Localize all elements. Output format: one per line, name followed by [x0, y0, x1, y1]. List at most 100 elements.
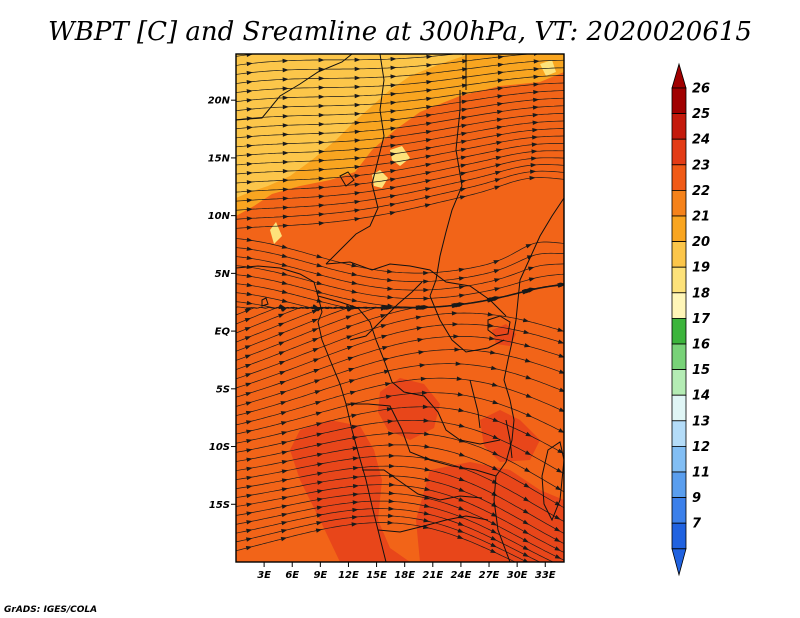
streamline-arrowhead	[390, 109, 397, 114]
streamline-arrowhead	[246, 511, 253, 516]
streamline-arrowhead	[557, 283, 564, 288]
colorbar-label: 19	[692, 261, 710, 276]
streamline-arrowhead	[531, 149, 538, 154]
streamline-arrowhead	[388, 482, 396, 487]
colorbar-label: 24	[692, 133, 710, 148]
streamline-arrowhead	[495, 148, 503, 153]
streamline-arrowhead	[426, 113, 433, 118]
streamline-arrowhead	[423, 431, 431, 437]
streamline-arrowhead	[425, 154, 432, 159]
streamline-arrowhead	[316, 254, 323, 259]
streamline-arrowhead	[523, 496, 530, 502]
streamline-arrowhead	[488, 323, 495, 328]
streamline-arrowhead	[522, 529, 529, 535]
border-south-2	[362, 469, 483, 501]
streamline-arrowhead	[318, 57, 325, 63]
streamline-arrowhead	[316, 513, 323, 518]
streamline-arrowhead	[246, 528, 253, 534]
region-pale-patch-1	[372, 170, 388, 188]
streamline-arrowhead	[522, 508, 530, 514]
streamline-arrowhead	[461, 115, 468, 121]
streamline-arrowhead	[530, 163, 537, 168]
streamline-arrowhead	[316, 298, 323, 303]
streamline-arrowhead	[425, 162, 432, 168]
streamline-arrowhead	[457, 528, 464, 533]
streamline-arrowhead	[556, 467, 563, 473]
streamline-arrowhead	[424, 467, 431, 472]
streamline-arrowhead	[282, 178, 289, 183]
colorbar-swatch	[671, 471, 687, 499]
streamline-arrowhead	[246, 180, 253, 185]
streamline-arrowhead	[279, 371, 286, 376]
streamline-arrowhead	[457, 521, 465, 526]
streamline-arrowhead	[461, 107, 468, 113]
streamline-arrowhead	[524, 343, 531, 348]
streamline-arrowhead	[316, 280, 323, 286]
streamline-arrowhead	[497, 62, 504, 68]
streamline-arrowhead	[352, 483, 360, 489]
streamline-arrowhead	[354, 164, 361, 170]
streamline-arrowhead	[282, 67, 289, 73]
border-central-3	[349, 281, 423, 341]
lat-tick-label: EQ	[215, 327, 231, 338]
streamline-arrowhead	[426, 96, 433, 102]
colorbar-swatch	[671, 343, 687, 371]
streamline-arrowhead	[387, 513, 395, 519]
streamline-arrowhead	[318, 76, 325, 81]
streamline-arrowhead	[311, 309, 319, 314]
streamline-arrowhead	[281, 298, 289, 303]
grads-credit: GrADS: IGES/COLA	[4, 605, 97, 615]
border-central-2	[317, 295, 501, 445]
streamline-arrowhead	[281, 487, 289, 492]
colorbar-label: 25	[692, 107, 710, 122]
streamline-arrowhead	[346, 346, 354, 351]
streamline-arrowhead	[246, 207, 253, 212]
lat-tick-label: 10S	[209, 442, 230, 453]
streamline-arrowhead	[391, 48, 397, 53]
streamline-arrowhead	[245, 410, 253, 416]
streamline-arrowhead	[386, 407, 393, 412]
streamline-arrowhead	[554, 537, 561, 542]
streamline-arrowhead	[352, 507, 359, 513]
streamline-arrowhead	[280, 537, 288, 542]
streamline-arrowhead	[316, 289, 323, 294]
streamline-arrowhead	[489, 336, 496, 341]
streamline-arrowhead	[246, 225, 253, 230]
gulf-islands	[261, 297, 269, 307]
streamline-arrowhead	[554, 546, 561, 551]
streamline-arrowhead	[495, 170, 502, 176]
streamline-arrowhead	[246, 255, 253, 261]
streamline-arrowhead	[458, 276, 466, 281]
streamline-arrowhead	[387, 286, 394, 291]
map-title: WBPT [C] and Sreamline at 300hPa, VT: 20…	[48, 17, 752, 47]
colorbar-label: 22	[692, 184, 710, 199]
streamline-arrowhead	[423, 287, 430, 293]
streamline-arrowhead	[351, 413, 358, 418]
streamline-arrowhead	[424, 203, 432, 208]
streamline-arrowhead	[317, 471, 324, 476]
streamline-arrowhead	[460, 147, 468, 153]
streamline-arrowhead	[312, 338, 319, 343]
streamline-arrowhead	[282, 214, 289, 219]
streamline-arrowhead	[354, 191, 361, 196]
streamline-arrowhead	[390, 65, 397, 71]
streamline-arrowhead	[458, 487, 465, 492]
streamline-arrowhead	[454, 347, 461, 352]
streamline-arrowhead	[282, 123, 289, 128]
streamline-arrowhead	[497, 78, 504, 83]
streamline-arrowhead	[354, 208, 361, 213]
colorbar-swatch	[671, 317, 687, 345]
streamline-arrowhead	[282, 95, 289, 101]
streamline-arrowhead	[280, 421, 288, 426]
streamline-arrowhead	[554, 514, 561, 520]
streamline-arrowhead	[318, 167, 325, 172]
streamline-arrowhead	[460, 163, 467, 168]
streamline-arrowhead	[533, 90, 540, 95]
streamline-arrowhead	[280, 391, 287, 396]
streamline-arrowhead	[389, 202, 397, 208]
streamline-arrowhead	[460, 171, 467, 176]
streamline-arrowhead	[387, 419, 394, 424]
streamline-arrowhead	[425, 170, 432, 176]
streamline-arrowhead	[281, 469, 289, 474]
streamline-arrowhead	[351, 424, 359, 430]
